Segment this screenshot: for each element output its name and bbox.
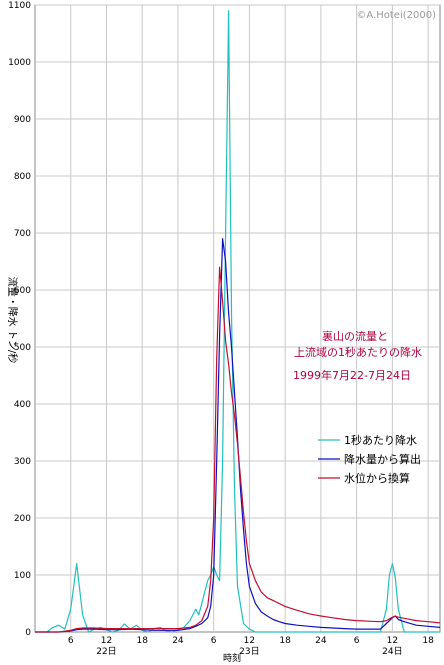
legend-label-from-level: 水位から換算 (344, 471, 410, 485)
y-tick-label: 500 (14, 343, 31, 353)
y-tick-label: 200 (14, 514, 31, 524)
y-tick-label: 0 (25, 628, 31, 638)
grid (35, 4, 440, 632)
day-label: 24日 (382, 646, 402, 657)
y-tick-label: 700 (14, 229, 31, 239)
plot-frame (34, 4, 441, 633)
x-tick-labels: 6 12 18 24 6 12 18 24 6 12 18 22日 23日 24日 (68, 636, 434, 657)
x-tick-label: 12 (387, 636, 398, 646)
y-tick-label: 400 (14, 400, 31, 410)
chart-date-range: 1999年7月22-7月24日 (293, 368, 411, 382)
legend-label-from-rain: 降水量から算出 (344, 452, 421, 466)
x-tick-label: 18 (422, 636, 434, 646)
x-tick-label: 24 (172, 636, 184, 646)
x-tick-label: 6 (354, 636, 360, 646)
x-tick-label: 6 (211, 636, 217, 646)
y-tick-label: 100 (14, 571, 31, 581)
y-axis-label: 流量・降水 トン/秒 (6, 277, 19, 364)
copyright-label: ©A.Hotei(2000) (356, 10, 436, 21)
day-label: 23日 (239, 646, 259, 657)
x-tick-label: 6 (68, 636, 74, 646)
x-tick-label: 18 (279, 636, 291, 646)
y-tick-label: 1100 (8, 1, 31, 11)
series-line-from-level (35, 266, 441, 633)
y-tick-label: 800 (14, 172, 31, 182)
chart-title-line-1: 裏山の流量と (322, 329, 388, 343)
x-tick-label: 24 (315, 636, 327, 646)
y-tick-labels: 0 100 200 300 400 500 600 700 800 900 1000 1100 (8, 1, 31, 638)
chart-title-line-2: 上流域の1秒あたりの降水 (294, 345, 422, 359)
y-tick-label: 600 (14, 286, 31, 296)
legend: 1秒あたり降水 降水量から算出 水位から換算 (318, 433, 421, 485)
x-tick-label: 12 (101, 636, 112, 646)
x-axis-label: 時刻 (223, 652, 241, 664)
legend-label-precip: 1秒あたり降水 (344, 433, 417, 447)
y-tick-label: 900 (14, 115, 31, 125)
x-tick-label: 18 (136, 636, 148, 646)
y-tick-label: 300 (14, 457, 31, 467)
y-tick-label: 1000 (8, 58, 31, 68)
x-tick-label: 12 (244, 636, 255, 646)
day-label: 22日 (96, 646, 116, 657)
series-lines (35, 10, 441, 633)
